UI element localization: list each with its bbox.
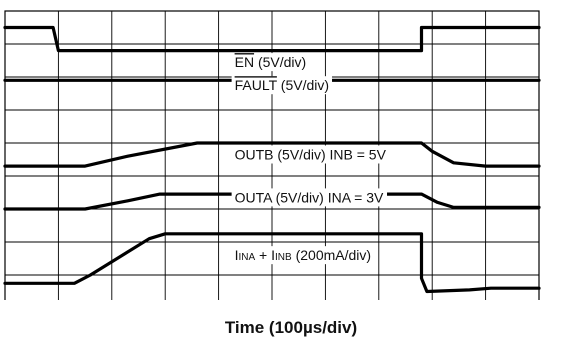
- trace-label-text: EN (5V/div): [235, 54, 307, 70]
- label-part: (5V/div): [254, 54, 306, 70]
- fault-trace-label: FAULT (5V/div): [232, 76, 332, 94]
- trace-label-text: OUTB (5V/div) INB = 5V: [235, 147, 387, 163]
- label-part: (5V/div): [277, 77, 329, 93]
- trace-label-text: FAULT (5V/div): [235, 77, 329, 93]
- label-part: (200mA/div): [292, 247, 371, 263]
- x-axis-title: Time (100µs/div): [0, 318, 582, 338]
- trace-label-text: OUTA (5V/div) INA = 3V: [235, 189, 384, 205]
- label-part: + I: [255, 247, 275, 263]
- outa-trace-label: OUTA (5V/div) INA = 3V: [232, 188, 387, 206]
- outb-trace-label: OUTB (5V/div) INB = 5V: [232, 146, 390, 164]
- label-part: FAULT: [235, 77, 278, 93]
- trace-label-text: IINA + IINB (200mA/div): [235, 247, 371, 263]
- current-trace-label: IINA + IINB (200mA/div): [232, 246, 374, 264]
- label-part: OUTB (5V/div) INB = 5V: [235, 147, 387, 163]
- label-part: EN: [235, 54, 254, 70]
- oscilloscope-plot: EN (5V/div)FAULT (5V/div)OUTB (5V/div) I…: [0, 0, 582, 300]
- label-part: INB: [275, 252, 292, 263]
- label-part: OUTA (5V/div) INA = 3V: [235, 189, 384, 205]
- label-part: INA: [239, 252, 256, 263]
- en-trace-label: EN (5V/div): [232, 53, 310, 71]
